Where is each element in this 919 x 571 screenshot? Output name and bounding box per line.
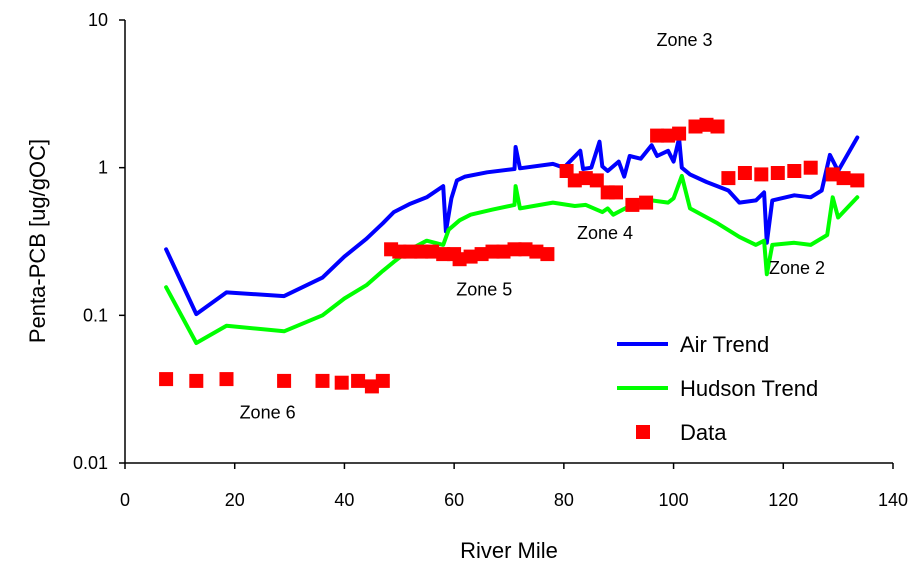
data-point [334,375,349,390]
data-point [364,379,379,394]
data-point [625,197,640,212]
data-point [219,372,234,387]
data-point [159,372,174,387]
data-point [277,373,292,388]
series-line-air-trend [164,135,860,317]
data-marks [159,117,865,394]
data-point [609,185,623,200]
data-point [189,373,204,388]
zone-label: Zone 3 [656,30,712,50]
data-point [672,126,687,141]
zone-label: Zone 2 [769,258,825,278]
legend-label-air-trend: Air Trend [680,332,769,357]
data-point [452,252,467,267]
y-tick-label: 1 [98,158,108,178]
y-tick-label: 0.01 [73,453,108,473]
data-point [496,244,511,259]
zone-labels: Zone 3 Zone 4 Zone 5 Zone 2 Zone 6 [240,30,825,422]
axis-ticks: 0 20 40 60 80 100 120 140 0.01 0.1 1 10 [73,10,908,510]
data-point [414,244,429,259]
data-point [770,166,785,180]
data-point [392,244,407,259]
x-tick-label: 80 [554,490,574,510]
zone-label: Zone 4 [577,223,633,243]
y-tick-label: 0.1 [83,305,108,325]
data-point [578,171,593,186]
data-point [375,373,390,388]
x-tick-label: 20 [225,490,245,510]
data-point [529,244,544,259]
zone-label: Zone 6 [240,402,296,422]
legend-swatch-data [636,425,650,439]
x-tick-label: 60 [444,490,464,510]
x-tick-label: 140 [878,490,908,510]
data-point [518,242,533,257]
data-point [754,167,769,182]
data-point [688,119,703,134]
data-point [850,173,865,188]
data-point [803,160,818,175]
data-point [639,195,654,210]
x-axis-title: River Mile [460,538,558,563]
data-point [403,244,418,259]
x-tick-label: 0 [120,490,130,510]
data-point [661,128,676,143]
data-point [710,119,725,134]
x-tick-label: 120 [768,490,798,510]
data-point [721,171,736,186]
y-axis-title: Penta-PCB [ug/gOC] [25,139,50,343]
series-line-hudson-trend [164,173,860,345]
zone-label: Zone 5 [456,279,512,299]
x-tick-label: 40 [334,490,354,510]
data-point [589,173,604,188]
data-point [825,167,840,182]
data-point [425,244,440,259]
data-point [836,171,851,186]
legend-label-data: Data [680,420,727,445]
data-point [787,164,802,178]
y-tick-label: 10 [88,10,108,30]
data-point [485,244,500,259]
data-point [507,242,522,257]
plot-axes [124,20,893,464]
data-point [474,247,489,262]
data-point [315,373,330,388]
legend-label-hudson-trend: Hudson Trend [680,376,818,401]
x-tick-label: 100 [659,490,689,510]
data-point [351,373,366,388]
data-point [436,247,451,262]
data-point [567,173,582,188]
data-point [540,247,555,262]
data-point [463,249,478,264]
legend: Air Trend Hudson Trend Data [617,332,818,445]
data-point [650,128,665,143]
data-point [737,166,752,180]
data-point [699,117,714,132]
